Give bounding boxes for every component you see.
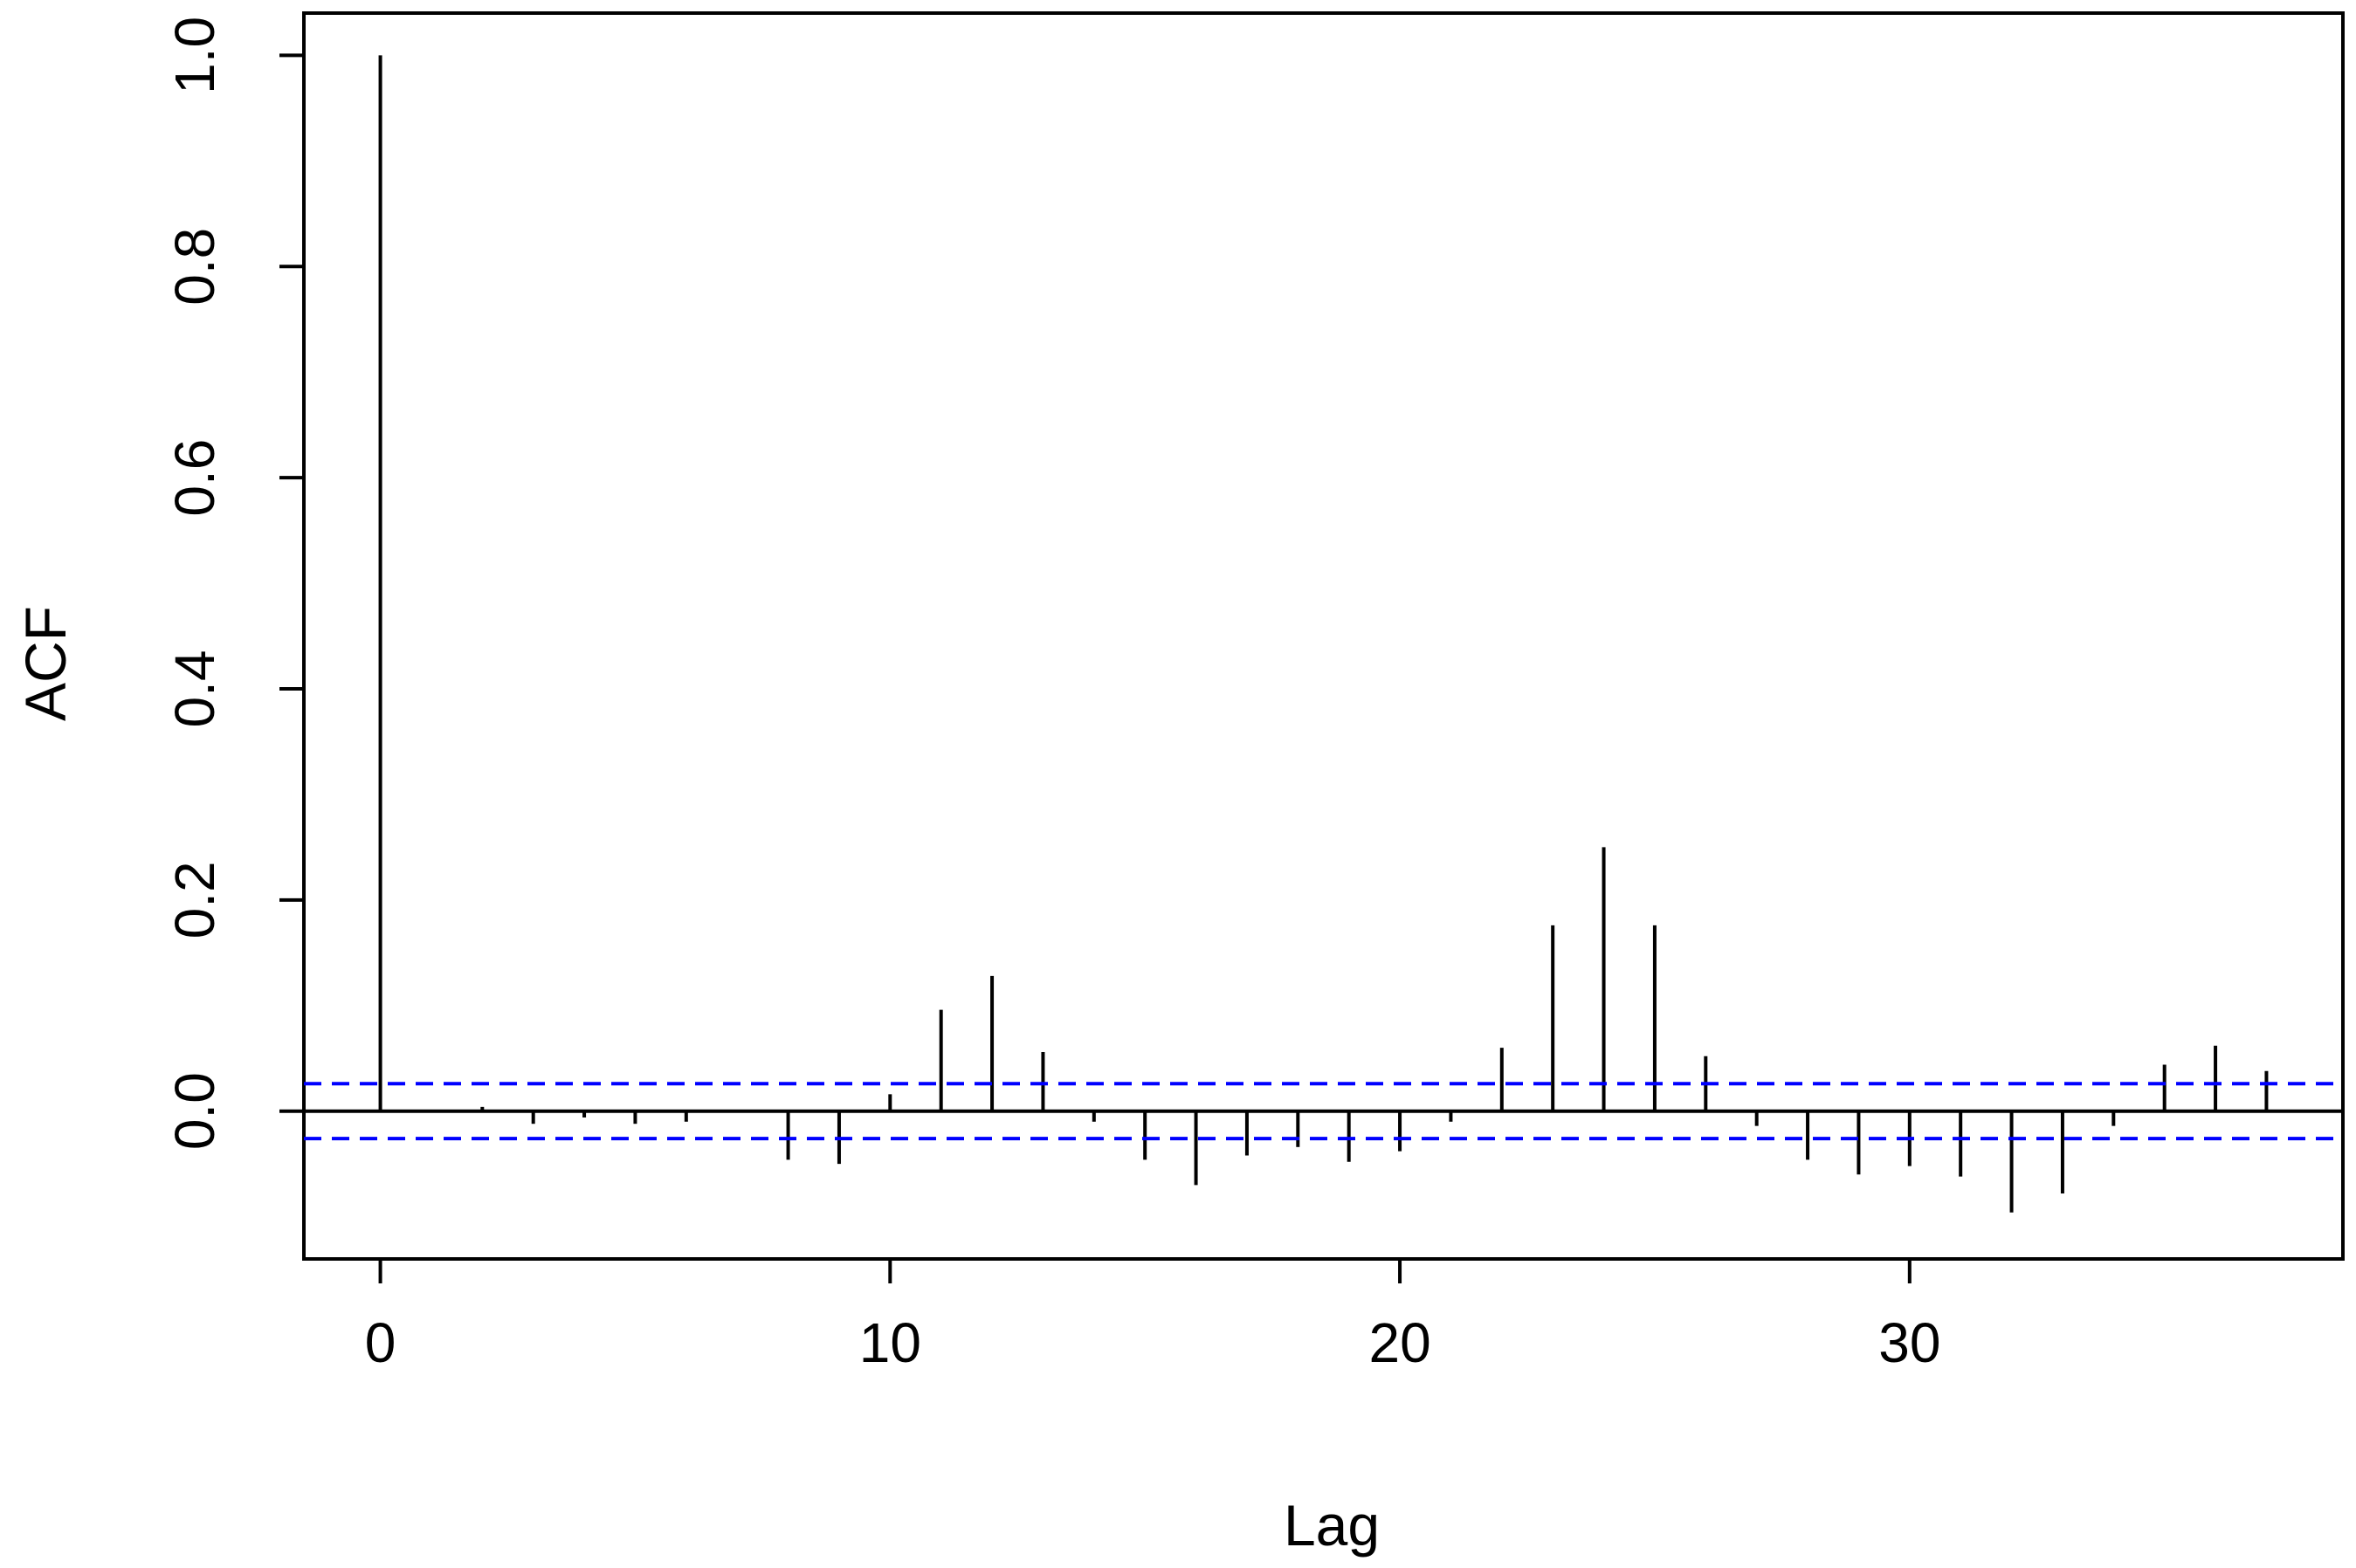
x-tick-label: 0 — [365, 1311, 396, 1374]
x-tick-label: 30 — [1878, 1311, 1940, 1374]
y-tick-label: 0.6 — [163, 439, 226, 517]
x-tick-label: 10 — [859, 1311, 921, 1374]
y-axis-title: ACF — [13, 606, 78, 721]
x-tick-label: 20 — [1368, 1311, 1430, 1374]
y-tick-label: 0.4 — [163, 650, 226, 727]
plot-frame — [302, 11, 2345, 1261]
confidence-bounds — [304, 1082, 2343, 1141]
axes: 0 10 20 30 0.0 0.2 0.4 0.6 0.8 1.0 — [163, 17, 2343, 1374]
y-tick-label: 0.8 — [163, 228, 226, 306]
y-tick-label: 0.2 — [163, 861, 226, 939]
y-tick-label: 0.0 — [163, 1072, 226, 1150]
y-tick-label: 1.0 — [163, 17, 226, 94]
acf-bars — [378, 55, 2269, 1213]
plot-area — [302, 11, 2345, 1261]
x-axis-title: Lag — [1284, 1493, 1380, 1558]
